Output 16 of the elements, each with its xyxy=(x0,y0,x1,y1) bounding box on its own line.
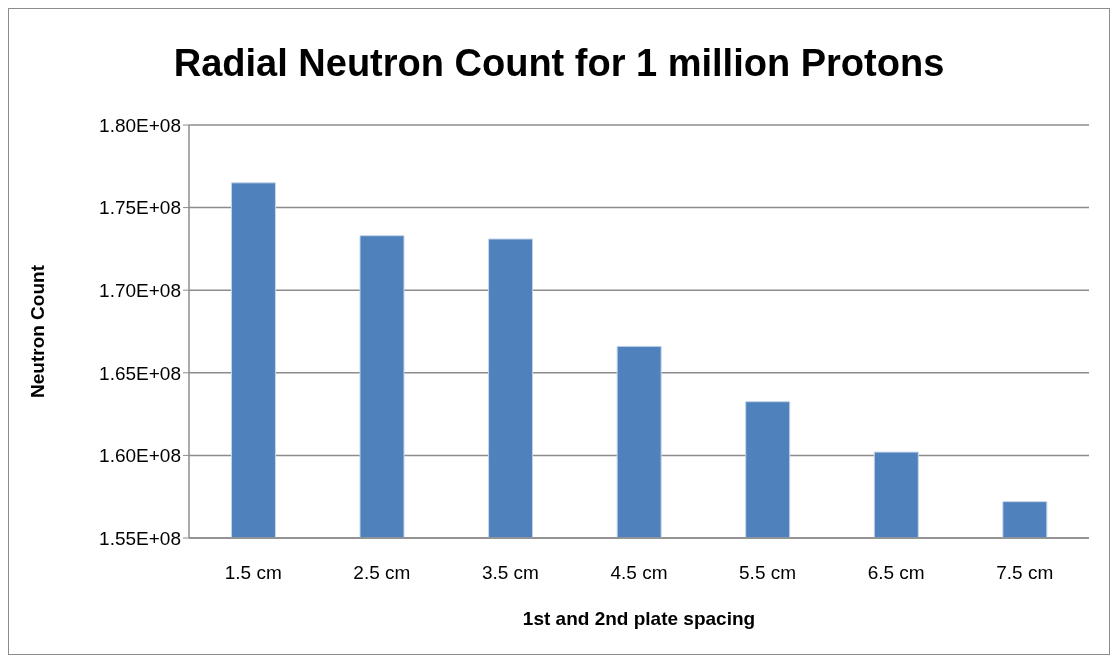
x-tick-label: 1.5 cm xyxy=(224,562,282,584)
y-tick-label: 1.65E+08 xyxy=(99,362,181,384)
y-tick-label: 1.55E+08 xyxy=(99,527,181,549)
x-axis-title: 1st and 2nd plate spacing xyxy=(522,608,756,629)
x-tick-label: 6.5 cm xyxy=(867,562,925,584)
x-tick-label: 4.5 cm xyxy=(610,562,668,584)
y-tick-label: 1.70E+08 xyxy=(99,279,181,301)
y-tick-label: 1.75E+08 xyxy=(99,197,181,219)
chart-title: Radial Neutron Count for 1 million Protons xyxy=(172,40,946,86)
x-tick-label: 3.5 cm xyxy=(481,562,539,584)
y-tick-label: 1.80E+08 xyxy=(99,114,181,136)
x-tick-label: 7.5 cm xyxy=(996,562,1054,584)
y-tick-label: 1.60E+08 xyxy=(99,445,181,467)
x-tick-label: 2.5 cm xyxy=(353,562,411,584)
y-axis-title: Neutron Count xyxy=(26,264,48,398)
x-tick-label: 5.5 cm xyxy=(739,562,797,584)
